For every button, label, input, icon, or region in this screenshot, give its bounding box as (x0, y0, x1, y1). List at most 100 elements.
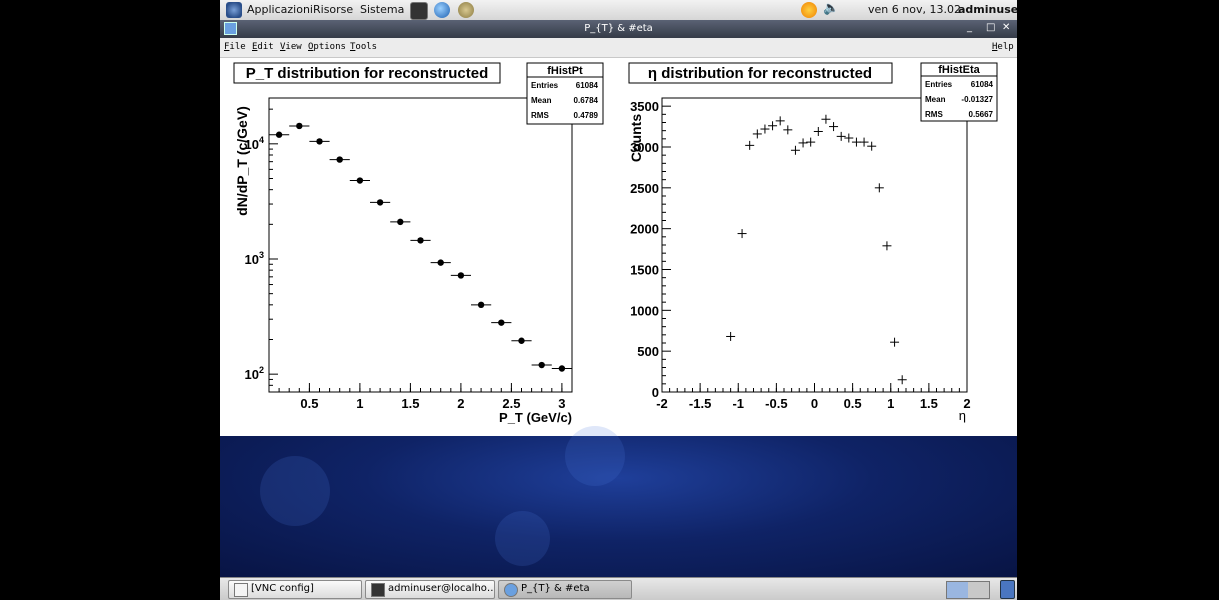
eta-x-label: η (959, 408, 966, 423)
task-root-canvas[interactable]: P_{T} & #eta (498, 580, 632, 599)
x-tick-label: 1 (887, 396, 894, 411)
wallpaper-bubble (565, 426, 625, 486)
task-vnc-config[interactable]: [VNC config] (228, 580, 362, 599)
eta-stats-label: Entries (925, 80, 953, 89)
eta-stats-value: 61084 (971, 80, 994, 89)
y-tick-label: 1500 (630, 263, 659, 278)
eta-x-axis: -2 -1.5 -1 -0.5 0 0.5 1 1.5 2 (656, 383, 971, 411)
window-titlebar[interactable]: P_{T} & #eta _ □ ✕ (220, 20, 1017, 38)
terminal-icon (371, 583, 385, 597)
eta-title-box (628, 62, 893, 84)
update-notifier-icon[interactable] (801, 2, 817, 18)
pt-x-axis: 0.5 1 1.5 2 2.5 3 (268, 383, 566, 411)
x-tick-label: -0.5 (765, 396, 787, 411)
x-tick-label: 0 (811, 396, 818, 411)
pt-pad: P_T distribution for reconstructed 0.5 1 1… (233, 62, 604, 425)
task-label: adminuser@localho… (388, 583, 495, 594)
x-tick-label: 2.5 (502, 396, 520, 411)
x-tick-label: -2 (656, 396, 668, 411)
y-tick-label: 1000 (630, 303, 659, 318)
eta-data-points (726, 114, 907, 385)
pt-data-point (538, 361, 545, 369)
pt-title: P_T distribution for reconstructed (246, 65, 489, 82)
pt-stats-label: Entries (531, 81, 559, 90)
x-tick-label: 1 (356, 396, 363, 411)
y-tick-label: 102 (245, 365, 264, 382)
task-label: [VNC config] (251, 583, 314, 594)
eta-y-label: Counts (628, 114, 644, 162)
terminal-launcher-icon[interactable] (410, 2, 428, 20)
pt-stats-value: 61084 (576, 81, 599, 90)
root-canvas-window: P_{T} & #eta _ □ ✕ File Edit View Option… (220, 20, 1017, 436)
pt-data-point (558, 365, 566, 372)
pt-frame (268, 97, 573, 393)
task-terminal[interactable]: adminuser@localho… (365, 580, 495, 599)
x-tick-label: 2 (457, 396, 464, 411)
plot-canvas[interactable]: P_T distribution for reconstructed 0.5 1 1… (220, 58, 1017, 436)
pt-data-point (518, 337, 525, 344)
menu-applicazioni[interactable]: Applicazioni (247, 3, 313, 16)
pt-x-label: P_T (GeV/c) (499, 410, 572, 425)
window-title: P_{T} & #eta (584, 23, 653, 34)
pt-stats-label: RMS (531, 111, 549, 120)
pt-stats-label: Mean (531, 96, 552, 105)
pt-data-point (356, 177, 364, 184)
maximize-button[interactable]: □ (986, 22, 996, 33)
menu-risorse[interactable]: Risorse (313, 3, 354, 16)
x-tick-label: 0.5 (844, 396, 862, 411)
menu-help[interactable]: Help (992, 42, 1014, 52)
top-panel: Applicazioni Risorse Sistema 🔈 ven 6 nov… (220, 0, 1017, 21)
eta-pad: η distribution for reconstructed -2 -1.5-… (628, 62, 998, 423)
pt-data-point (457, 272, 465, 279)
x-tick-label: 1.5 (920, 396, 938, 411)
window-app-icon[interactable] (224, 22, 237, 35)
eta-stats-value: 0.5667 (969, 110, 994, 119)
x-tick-label: -1 (732, 396, 744, 411)
task-label: P_{T} & #eta (521, 583, 590, 594)
pt-data-point (336, 156, 343, 163)
pt-data-point (498, 319, 505, 326)
pt-y-label: dN/dP_T (c/GeV) (234, 106, 250, 216)
eta-stats-label: Mean (925, 95, 946, 104)
eta-y-axis: 0 500 1000 1500 2000 2500 3000 3500 (630, 99, 671, 400)
menu-edit[interactable]: Edit (252, 42, 274, 52)
bottom-panel: [VNC config] adminuser@localho… P_{T} & … (220, 577, 1017, 600)
root-app-icon (504, 583, 518, 597)
mail-client-icon[interactable] (458, 2, 474, 18)
menu-tools[interactable]: Tools (350, 42, 378, 52)
desktop-screen: Applicazioni Risorse Sistema 🔈 ven 6 nov… (220, 0, 1017, 600)
x-tick-label: 0.5 (300, 396, 318, 411)
menu-options[interactable]: Options (308, 42, 346, 52)
wallpaper-bubble (495, 511, 550, 566)
pt-data-point (437, 259, 444, 266)
volume-icon[interactable]: 🔈 (823, 1, 840, 16)
close-button[interactable]: ✕ (1002, 22, 1011, 33)
menu-file[interactable]: File (224, 42, 246, 52)
menu-sistema[interactable]: Sistema (360, 3, 405, 16)
minimize-button[interactable]: _ (967, 22, 972, 33)
x-tick-label: -1.5 (689, 396, 711, 411)
pt-data-point (316, 138, 323, 145)
y-tick-label: 103 (245, 250, 264, 267)
pt-data-point (275, 131, 283, 138)
eta-stats-box: fHistEta Entries 61084 Mean -0.01327 RMS… (920, 62, 998, 122)
pt-data-point (477, 301, 485, 309)
pt-stats-value: 0.4789 (574, 111, 599, 120)
pt-data-points (269, 122, 572, 372)
web-browser-icon[interactable] (434, 2, 450, 18)
pt-data-point (296, 122, 303, 130)
y-tick-label: 2500 (630, 181, 659, 196)
trash-icon[interactable] (1000, 580, 1015, 599)
menu-bar: File Edit View Options Tools Help (220, 38, 1017, 58)
x-tick-label: 1.5 (401, 396, 419, 411)
desktop-background (220, 426, 1017, 577)
workspace-switcher[interactable] (946, 581, 990, 599)
menu-view[interactable]: View (280, 42, 302, 52)
user-name[interactable]: adminuser (958, 3, 1017, 16)
eta-stats-name: fHistEta (938, 64, 980, 76)
gnome-foot-icon[interactable] (226, 2, 242, 18)
eta-stats-label: RMS (925, 110, 943, 119)
y-tick-label: 500 (637, 344, 659, 359)
eta-stats-value: -0.01327 (961, 95, 993, 104)
clock[interactable]: ven 6 nov, 13.02 (868, 3, 961, 16)
